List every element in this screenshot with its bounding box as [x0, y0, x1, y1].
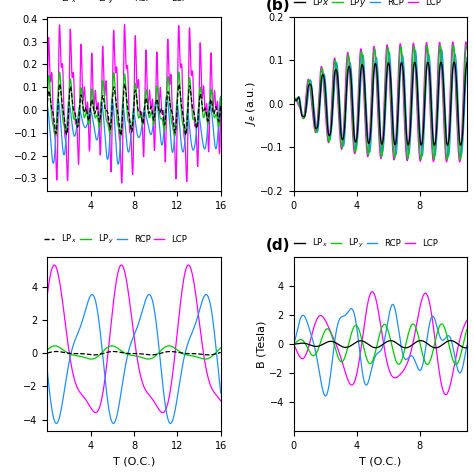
Y-axis label: B (Tesla): B (Tesla)	[257, 320, 267, 368]
X-axis label: T (O.C.): T (O.C.)	[113, 456, 155, 466]
X-axis label: T (O.C.): T (O.C.)	[359, 456, 401, 466]
Text: (d): (d)	[266, 238, 290, 253]
Legend: LP$_x$, LP$_y$, RCP, LCP: LP$_x$, LP$_y$, RCP, LCP	[291, 234, 441, 254]
Y-axis label: $J_e$ (a.u.): $J_e$ (a.u.)	[244, 82, 257, 126]
Legend: LP$_x$, LP$_y$, RCP, LCP: LP$_x$, LP$_y$, RCP, LCP	[40, 0, 191, 9]
Legend: LP$_x$, LP$_y$, RCP, LCP: LP$_x$, LP$_y$, RCP, LCP	[40, 229, 191, 250]
Legend: LP$x$, LP$y$, RCP, LCP: LP$x$, LP$y$, RCP, LCP	[291, 0, 444, 13]
Text: (b): (b)	[266, 0, 291, 13]
